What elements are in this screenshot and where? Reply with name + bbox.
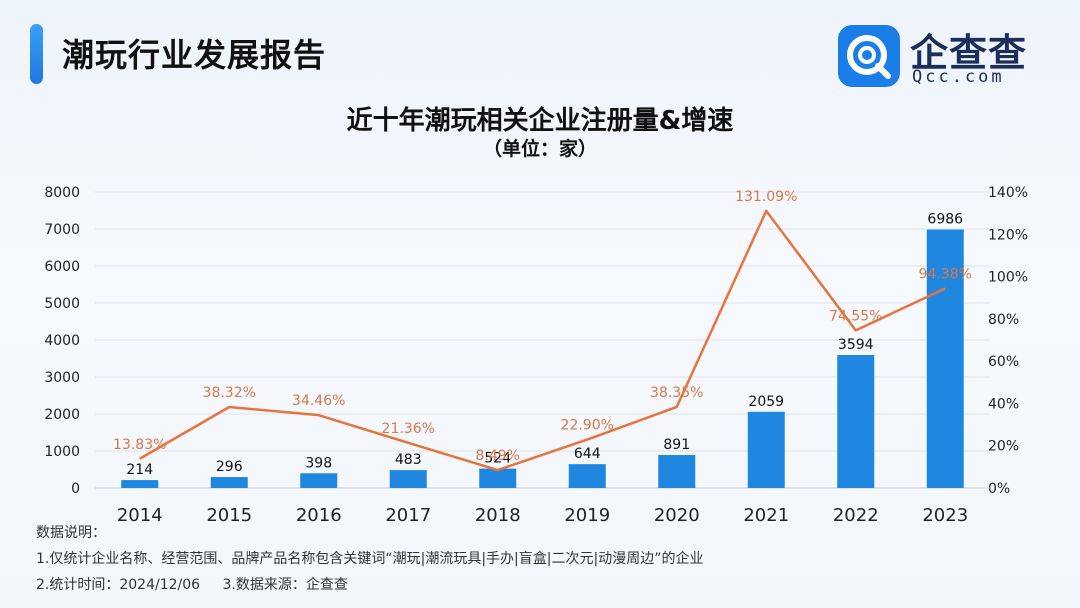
growth-rate-label: 38.32% bbox=[203, 385, 256, 401]
x-tick-label: 2017 bbox=[385, 505, 431, 526]
bar bbox=[121, 480, 159, 488]
growth-rate-label: 38.35% bbox=[650, 385, 703, 401]
qcc-logo-icon bbox=[838, 25, 900, 87]
bar-value-label: 296 bbox=[216, 459, 243, 475]
title-accent-bar bbox=[30, 24, 43, 84]
y-left-tick-label: 2000 bbox=[44, 407, 80, 423]
y-right-tick-label: 20% bbox=[988, 439, 1019, 455]
growth-rate-line bbox=[139, 209, 946, 472]
y-left-tick-label: 4000 bbox=[44, 333, 80, 349]
x-tick-label: 2016 bbox=[296, 505, 342, 526]
chart-title: 近十年潮玩相关企业注册量&增速 bbox=[346, 106, 734, 136]
y-left-tick-label: 7000 bbox=[44, 222, 80, 238]
y-right-tick-label: 140% bbox=[988, 185, 1028, 201]
x-tick-label: 2015 bbox=[206, 505, 252, 526]
x-tick-label: 2021 bbox=[743, 505, 789, 526]
growth-rate-label: 13.83% bbox=[113, 437, 166, 453]
bar-value-label: 2059 bbox=[748, 394, 784, 410]
y-right-tick-label: 60% bbox=[988, 354, 1019, 370]
bar bbox=[747, 411, 785, 488]
notes-time: 2.统计时间：2024/12/06 bbox=[36, 577, 201, 593]
bar-value-label: 483 bbox=[395, 452, 422, 468]
x-tick-label: 2023 bbox=[922, 505, 968, 526]
growth-rate-label: 22.90% bbox=[561, 418, 614, 434]
x-tick-label: 2019 bbox=[564, 505, 610, 526]
bar-value-label: 6986 bbox=[927, 212, 963, 228]
bar bbox=[926, 229, 964, 488]
bar-value-label: 398 bbox=[305, 455, 332, 471]
x-tick-label: 2020 bbox=[654, 505, 700, 526]
chart-unit: （单位：家） bbox=[482, 138, 597, 160]
y-right-tick-label: 120% bbox=[988, 227, 1028, 243]
growth-rate-label: 8.49% bbox=[476, 448, 520, 464]
growth-rate-label: 94.38% bbox=[919, 266, 972, 282]
bar bbox=[568, 464, 606, 488]
notes-source: 3.数据来源：企查查 bbox=[222, 577, 348, 593]
bar-value-label: 891 bbox=[663, 437, 690, 453]
logo-text: 企查查 bbox=[910, 31, 1028, 75]
notes-line1: 1.仅统计企业名称、经营范围、品牌产品名称包含关键词“潮玩|潮流玩具|手办|盲盒… bbox=[36, 551, 704, 567]
growth-rate-label: 21.36% bbox=[382, 421, 435, 437]
growth-rate-label: 74.55% bbox=[829, 308, 882, 324]
growth-rate-label: 34.46% bbox=[292, 393, 345, 409]
data-notes: 数据说明： 1.仅统计企业名称、经营范围、品牌产品名称包含关键词“潮玩|潮流玩具… bbox=[36, 522, 703, 600]
y-left-tick-label: 5000 bbox=[44, 296, 80, 312]
y-right-tick-label: 40% bbox=[988, 396, 1019, 412]
logo-subtext: Qcc.com bbox=[912, 67, 1005, 87]
y-left-tick-label: 0 bbox=[71, 481, 80, 497]
growth-rate-label: 131.09% bbox=[735, 189, 797, 205]
y-left-tick-label: 8000 bbox=[44, 185, 80, 201]
bar bbox=[658, 455, 696, 488]
bar bbox=[210, 477, 248, 488]
bar bbox=[479, 468, 517, 488]
x-tick-label: 2014 bbox=[117, 505, 163, 526]
bar-value-label: 524 bbox=[484, 451, 511, 467]
y-left-tick-label: 1000 bbox=[44, 444, 80, 460]
y-right-tick-label: 100% bbox=[988, 270, 1028, 286]
bar-value-label: 3594 bbox=[838, 337, 874, 353]
bar bbox=[389, 470, 427, 488]
report-title: 潮玩行业发展报告 bbox=[62, 36, 327, 74]
y-right-tick-label: 80% bbox=[988, 312, 1019, 328]
x-tick-label: 2018 bbox=[475, 505, 521, 526]
y-left-tick-label: 3000 bbox=[44, 370, 80, 386]
y-left-tick-label: 6000 bbox=[44, 259, 80, 275]
notes-heading: 数据说明： bbox=[36, 525, 106, 541]
bar-value-label: 644 bbox=[574, 446, 601, 462]
bar bbox=[837, 355, 875, 488]
notes-line2: 2.统计时间：2024/12/06 3.数据来源：企查查 bbox=[36, 574, 703, 593]
bar-value-label: 214 bbox=[126, 462, 153, 478]
x-tick-label: 2022 bbox=[833, 505, 879, 526]
y-right-tick-label: 0% bbox=[988, 481, 1010, 497]
bar bbox=[300, 473, 338, 488]
